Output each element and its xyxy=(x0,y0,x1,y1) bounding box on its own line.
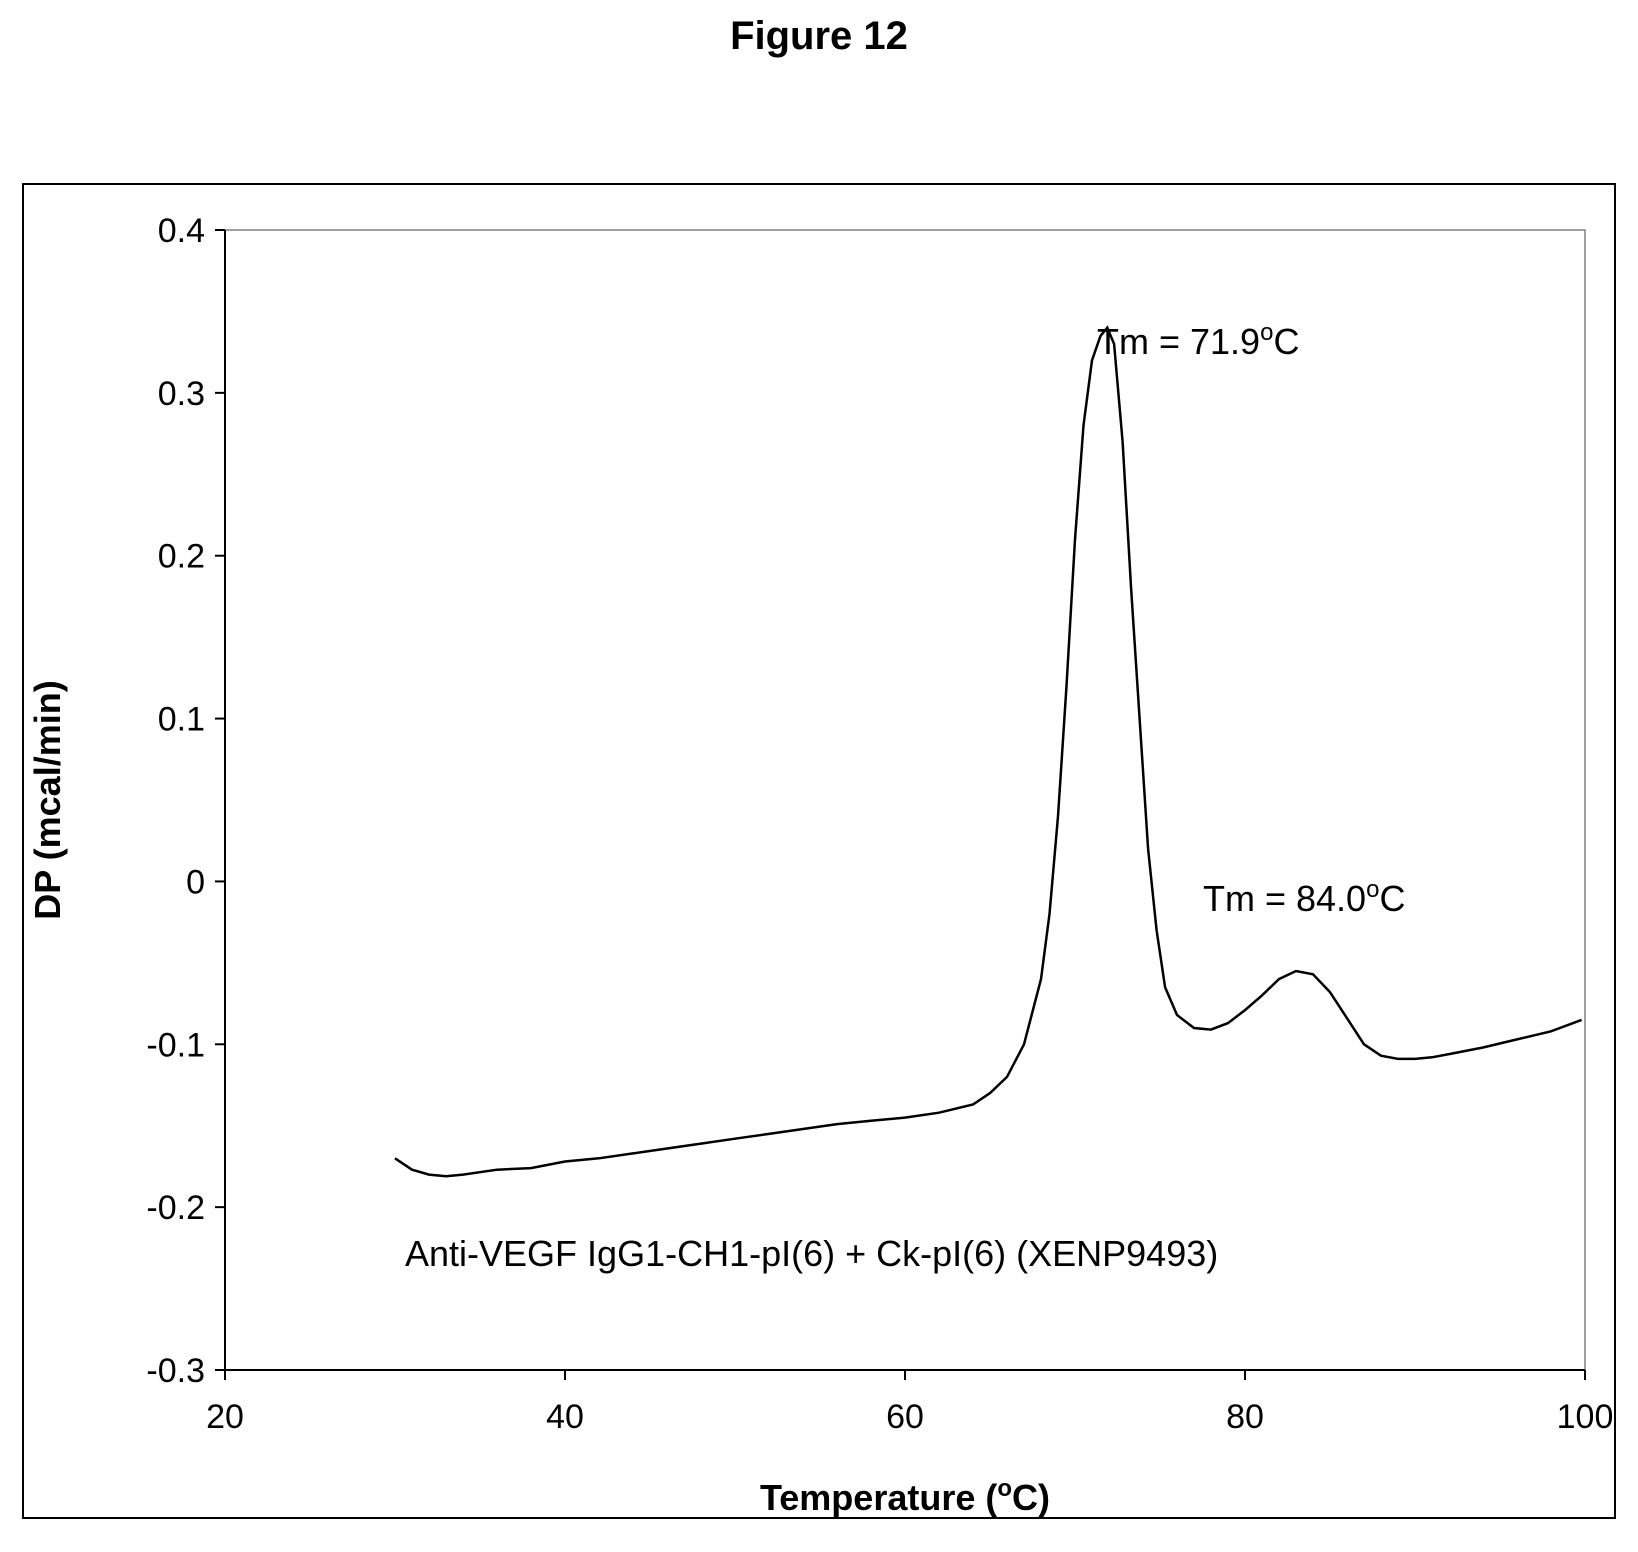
annotation-tm-1-unit: C xyxy=(1273,321,1299,362)
x-tick-label: 80 xyxy=(1226,1398,1264,1436)
figure-title: Figure 12 xyxy=(730,14,908,58)
annotation-tm-2-degree: o xyxy=(1366,876,1379,903)
x-tick-label: 60 xyxy=(886,1398,924,1436)
y-axis-title: DP (mcal/min) xyxy=(27,680,68,919)
x-axis-title-degree: o xyxy=(997,1475,1012,1502)
y-tick-label: -0.2 xyxy=(146,1189,205,1227)
y-tick-label: 0.2 xyxy=(158,538,205,576)
x-tick-label: 40 xyxy=(546,1398,584,1436)
x-tick-label: 100 xyxy=(1557,1398,1614,1436)
sample-label: Anti-VEGF IgG1-CH1-pI(6) + Ck-pI(6) (XEN… xyxy=(405,1233,1218,1274)
y-tick-label: -0.1 xyxy=(146,1026,205,1064)
annotation-tm-peak-2: Tm = 84.0oC xyxy=(1203,876,1405,919)
y-tick-label: 0.1 xyxy=(158,701,205,739)
y-tick-label: 0.3 xyxy=(158,375,205,413)
annotation-tm-peak-1: Tm = 71.9oC xyxy=(1097,319,1299,362)
y-tick-label: 0 xyxy=(186,863,205,901)
y-axis-ticks: 0.4 0.3 0.2 0.1 0 -0.1 -0.2 -0.3 xyxy=(146,212,225,1390)
annotation-tm-1-degree: o xyxy=(1260,319,1273,346)
x-tick-label: 20 xyxy=(206,1398,244,1436)
x-axis-title-unit: C) xyxy=(1012,1477,1050,1518)
dsc-curve xyxy=(394,325,1583,1178)
y-tick-label: -0.3 xyxy=(146,1352,205,1390)
x-axis-title: Temperature (oC) xyxy=(760,1475,1050,1518)
annotation-tm-2-text: Tm = 84.0 xyxy=(1203,878,1366,919)
annotation-tm-1-text: Tm = 71.9 xyxy=(1097,321,1260,362)
annotation-tm-2-unit: C xyxy=(1379,878,1405,919)
x-axis-title-part: Temperature ( xyxy=(760,1477,997,1518)
y-tick-label: 0.4 xyxy=(158,212,205,250)
plot-area-border xyxy=(224,229,1586,1371)
chart-frame xyxy=(22,183,1616,1519)
x-axis-ticks: 20 40 60 80 100 xyxy=(206,1370,1613,1436)
